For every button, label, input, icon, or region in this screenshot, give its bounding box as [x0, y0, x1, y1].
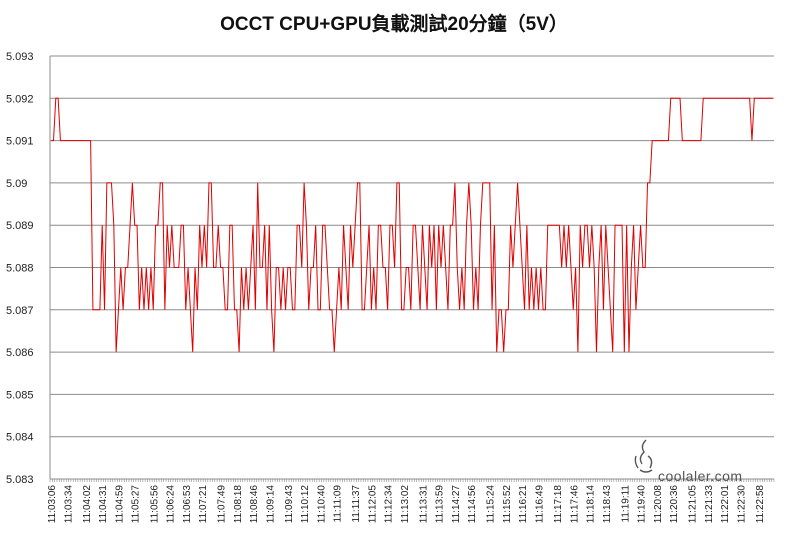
series-group: [51, 97, 773, 353]
chart-title: OCCT CPU+GPU負載測試20分鐘（5V）: [220, 12, 568, 35]
watermark: coolaler.com: [634, 439, 743, 484]
x-tick-label: 11:11:09: [333, 485, 344, 523]
x-tick-label: 11:22:01: [720, 485, 731, 524]
x-tick-label: 11:18:43: [602, 485, 613, 524]
x-tick-label: 11:07:49: [217, 485, 228, 524]
x-tick-label: 11:20:36: [669, 485, 680, 524]
x-tick-label: 11:14:56: [467, 485, 478, 524]
y-tick-label: 5.083: [6, 474, 34, 486]
y-tick-label: 5.089: [6, 220, 34, 232]
y-tick-label: 5.088: [6, 263, 34, 275]
x-tick-label: 11:21:33: [704, 485, 715, 524]
x-tick-label: 11:13:02: [400, 485, 411, 524]
y-tick-label: 5.092: [6, 93, 34, 105]
x-tick-label: 11:16:21: [518, 485, 529, 524]
x-tick-label: 11:06:24: [166, 485, 177, 524]
x-tick-label: 11:12:34: [384, 485, 395, 524]
x-tick-label: 11:22:58: [755, 485, 766, 524]
x-tick-label: 11:21:05: [688, 485, 699, 524]
x-tick-label: 11:03:06: [47, 485, 58, 524]
x-tick-label: 11:10:12: [300, 485, 311, 524]
x-tick-label: 11:06:53: [182, 485, 193, 524]
x-tick-label: 11:08:18: [233, 485, 244, 524]
x-tick-label: 11:09:43: [284, 485, 295, 524]
series-line: [51, 97, 773, 353]
y-tick-label: 5.084: [6, 432, 34, 444]
watermark-text: coolaler.com: [658, 468, 743, 484]
x-tick-label: 11:15:24: [486, 485, 497, 524]
x-tick-label: 11:09:14: [265, 485, 276, 524]
x-tick-label: 11:19:11: [620, 485, 631, 523]
y-axis: 5.093 5.092 5.091 5.09 5.089 5.088 5.087 5.086 5…: [6, 51, 34, 486]
x-tick-label: 11:11:37: [351, 485, 362, 523]
watermark-logo-icon: [634, 439, 653, 473]
y-tick-label: 5.086: [6, 347, 34, 359]
x-tick-label: 11:13:31: [418, 485, 429, 524]
x-tick-label: 11:22:30: [736, 485, 747, 524]
y-tick-label: 5.085: [6, 389, 34, 401]
x-tick-label: 11:08:46: [249, 485, 260, 524]
x-tick-label: 11:18:14: [586, 485, 597, 524]
x-tick-label: 11:04:59: [114, 485, 125, 524]
x-tick-label: 11:19:40: [637, 485, 648, 524]
x-tick-label: 11:17:46: [569, 485, 580, 524]
y-tick-label: 5.09: [6, 178, 27, 190]
x-tick-label: 11:05:56: [149, 485, 160, 524]
y-tick-label: 5.093: [6, 51, 34, 63]
x-axis: 11:03:06 11:03:34 11:04:02 11:04:31 11:04:59…: [47, 479, 775, 524]
x-tick-label: 11:10:40: [316, 485, 327, 524]
x-tick-label: 11:12:05: [367, 485, 378, 524]
x-tick-label: 11:16:49: [534, 485, 545, 524]
x-tick-label: 11:14:27: [451, 485, 462, 524]
y-tick-label: 5.087: [6, 305, 34, 317]
x-tick-label: 11:13:59: [435, 485, 446, 524]
x-tick-label: 11:04:02: [82, 485, 93, 524]
x-tick-label: 11:03:34: [63, 485, 74, 524]
x-tick-label: 11:17:18: [553, 485, 564, 524]
x-tick-label: 11:05:27: [131, 485, 142, 524]
x-tick-label: 11:04:31: [98, 485, 109, 524]
x-tick-label: 11:20:08: [653, 485, 664, 524]
y-tick-label: 5.091: [6, 136, 34, 148]
x-tick-label: 11:15:52: [502, 485, 513, 524]
x-tick-label: 11:07:21: [198, 485, 209, 524]
